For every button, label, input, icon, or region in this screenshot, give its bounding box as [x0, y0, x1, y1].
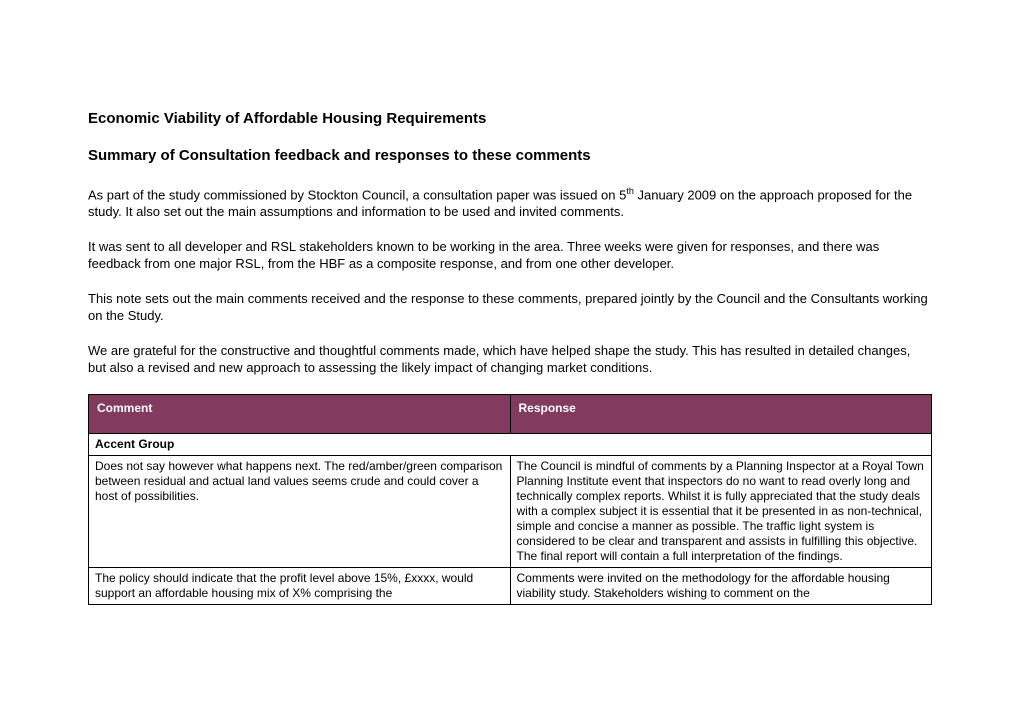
cell-comment: Does not say however what happens next. …: [89, 456, 511, 568]
group-label: Accent Group: [89, 434, 932, 456]
table-group-row: Accent Group: [89, 434, 932, 456]
paragraph-4: We are grateful for the constructive and…: [88, 343, 932, 377]
document-page: Economic Viability of Affordable Housing…: [0, 0, 1020, 605]
paragraph-2: It was sent to all developer and RSL sta…: [88, 239, 932, 273]
comments-table: Comment Response Accent Group Does not s…: [88, 394, 932, 605]
table-header-row: Comment Response: [89, 395, 932, 434]
p1-superscript: th: [626, 186, 634, 196]
paragraph-1: As part of the study commissioned by Sto…: [88, 186, 932, 221]
cell-comment: The policy should indicate that the prof…: [89, 568, 511, 605]
header-response: Response: [510, 395, 932, 434]
header-comment: Comment: [89, 395, 511, 434]
paragraph-3: This note sets out the main comments rec…: [88, 291, 932, 325]
cell-response: Comments were invited on the methodology…: [510, 568, 932, 605]
p1-part-a: As part of the study commissioned by Sto…: [88, 187, 626, 202]
table-row: Does not say however what happens next. …: [89, 456, 932, 568]
cell-response: The Council is mindful of comments by a …: [510, 456, 932, 568]
table-row: The policy should indicate that the prof…: [89, 568, 932, 605]
doc-title: Economic Viability of Affordable Housing…: [88, 110, 932, 127]
doc-subtitle: Summary of Consultation feedback and res…: [88, 147, 932, 164]
